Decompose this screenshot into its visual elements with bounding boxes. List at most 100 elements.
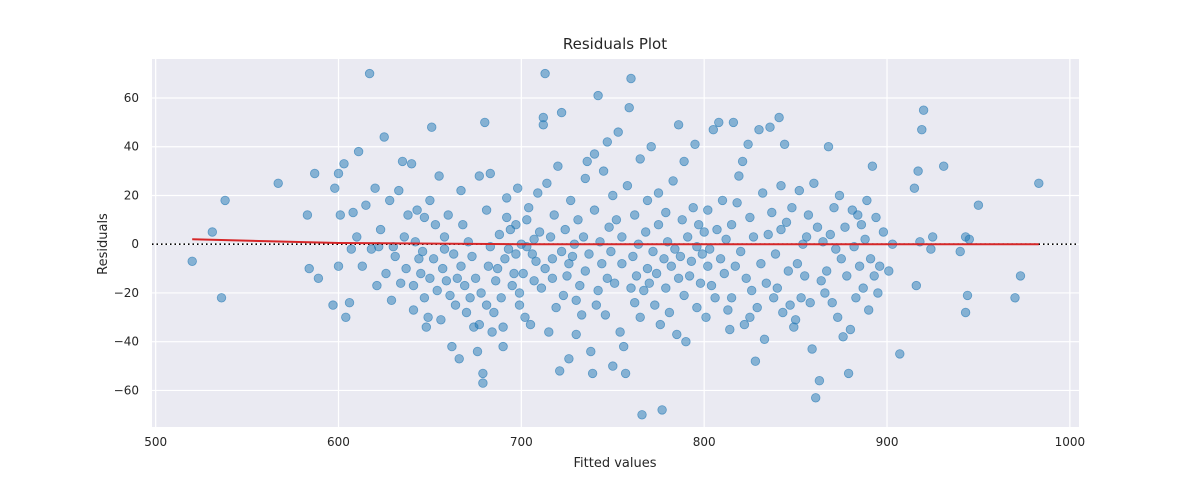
data-point — [692, 302, 702, 313]
data-point — [556, 107, 567, 118]
data-point — [717, 195, 728, 206]
data-point — [783, 266, 794, 276]
data-point — [498, 322, 508, 332]
data-point — [439, 244, 450, 254]
data-point — [721, 234, 731, 245]
data-point — [911, 280, 922, 291]
data-point — [664, 307, 675, 318]
data-point — [449, 249, 459, 259]
data-point — [379, 132, 389, 142]
data-point — [805, 298, 815, 308]
data-point — [573, 215, 583, 225]
data-point — [608, 190, 618, 201]
data-point — [364, 68, 375, 79]
data-point — [562, 271, 572, 281]
data-point — [399, 232, 410, 242]
data-point — [529, 276, 539, 286]
data-point — [750, 356, 761, 366]
data-point — [801, 232, 812, 242]
data-point — [441, 276, 452, 286]
data-point — [641, 227, 651, 237]
data-point — [615, 327, 625, 337]
data-point — [878, 227, 889, 237]
data-point — [575, 280, 585, 291]
data-point — [481, 205, 492, 215]
data-point — [807, 344, 817, 354]
data-point — [683, 232, 693, 242]
data-point — [823, 141, 834, 152]
data-point — [748, 232, 759, 242]
data-point — [513, 183, 523, 193]
data-point — [397, 156, 408, 167]
data-point — [677, 215, 687, 225]
data-point — [758, 188, 768, 198]
data-point — [736, 246, 746, 257]
data-point — [1015, 271, 1026, 281]
data-point — [869, 271, 879, 281]
data-point — [644, 278, 655, 288]
data-point — [860, 234, 870, 245]
x-tick-label: 500 — [144, 435, 167, 449]
data-point — [776, 224, 786, 235]
data-point — [675, 251, 686, 262]
data-point — [454, 354, 464, 364]
data-point — [697, 249, 708, 259]
data-point — [661, 207, 671, 218]
data-point — [436, 315, 446, 325]
data-point — [472, 346, 483, 357]
data-point — [739, 319, 750, 330]
data-point — [628, 251, 638, 262]
data-point — [542, 178, 552, 189]
data-point — [474, 319, 485, 330]
data-point — [694, 219, 704, 230]
data-point — [540, 68, 550, 79]
data-point — [514, 300, 525, 310]
data-point — [370, 183, 380, 193]
data-point — [637, 410, 647, 420]
data-point — [705, 244, 715, 254]
data-point — [688, 202, 698, 213]
data-point — [803, 210, 814, 220]
data-point — [586, 346, 596, 357]
data-point — [834, 190, 845, 201]
data-point — [657, 405, 667, 415]
data-point — [822, 266, 832, 276]
data-point — [465, 293, 475, 303]
data-point — [617, 259, 627, 269]
data-point — [425, 195, 435, 206]
data-point — [352, 232, 362, 242]
data-point — [547, 254, 558, 264]
data-point — [423, 312, 433, 323]
chart-title: Residuals Plot — [563, 35, 667, 53]
data-point — [335, 210, 346, 220]
data-point — [973, 200, 984, 210]
data-point — [381, 268, 391, 279]
data-point — [708, 124, 719, 135]
data-point — [313, 273, 324, 284]
data-point — [686, 256, 697, 267]
y-tick-label: 60 — [124, 91, 139, 105]
x-tick-labels: 500 600 700 800 900 1000 — [144, 435, 1085, 449]
data-point — [438, 263, 448, 274]
data-point — [390, 251, 400, 262]
data-point — [752, 302, 762, 313]
data-point — [672, 329, 682, 340]
data-point — [346, 244, 357, 254]
data-point — [620, 368, 631, 379]
data-point — [630, 210, 640, 220]
data-point — [836, 254, 847, 264]
data-point — [330, 183, 340, 193]
data-point — [310, 168, 320, 179]
data-point — [534, 227, 545, 237]
data-point — [406, 159, 417, 169]
data-point — [511, 249, 521, 259]
data-point — [617, 232, 627, 242]
data-point — [353, 146, 364, 157]
data-point — [481, 300, 492, 310]
data-point — [187, 256, 197, 267]
y-tick-label: 0 — [131, 237, 139, 251]
data-point — [648, 246, 658, 257]
data-point — [430, 219, 441, 230]
data-point — [602, 273, 613, 284]
